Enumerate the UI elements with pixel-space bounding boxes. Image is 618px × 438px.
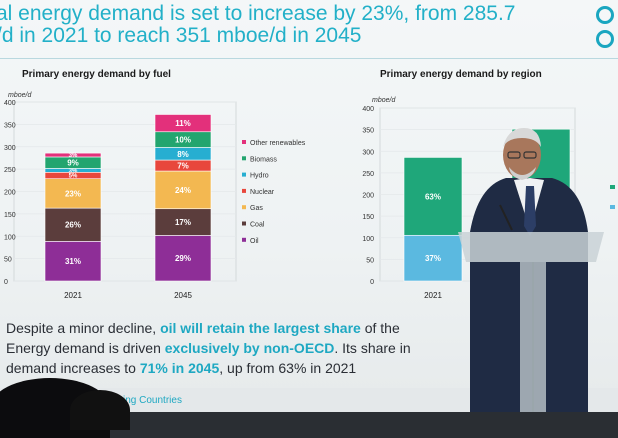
chart-0-y-tick: 400 xyxy=(4,100,16,107)
chart-1-x-tick: 2021 xyxy=(424,291,442,300)
chart-0-y-tick: 200 xyxy=(4,190,16,197)
chart-1-x-tick: 2045 xyxy=(532,291,550,300)
chart-0-y-tick: 300 xyxy=(4,145,16,152)
fuel-chart-unit: mboe/d xyxy=(8,92,32,99)
data-label-2045-biomass: 10% xyxy=(175,136,191,145)
bar-2045-coal xyxy=(154,208,212,236)
headline-divider xyxy=(0,58,618,59)
legend-swatch-oil xyxy=(242,237,246,242)
region-legend-swatch-green xyxy=(610,185,615,189)
chart-1-y-tick: 50 xyxy=(366,257,374,264)
data-label-2021-non-oecd: 63% xyxy=(425,192,441,201)
opec-logo-mark xyxy=(596,6,614,24)
chart-1-y-tick: 400 xyxy=(362,106,374,113)
chart-1-y-tick: 200 xyxy=(362,193,374,200)
bar-2045-oil xyxy=(154,235,212,282)
bullet-1: Despite a minor decline, oil will retain… xyxy=(6,320,524,336)
data-label-2045-gas: 24% xyxy=(175,186,191,195)
legend-label-coal: Coal xyxy=(250,222,265,229)
data-label-2045-coal: 17% xyxy=(175,218,191,227)
charts-canvas: 0 50 100 150 200 250 300 350 400 2021 2045 31% 26% 23… xyxy=(4,100,615,300)
data-label-2021-coal: 26% xyxy=(65,221,81,230)
legend-swatch-other-renewables xyxy=(242,140,246,144)
data-label-2021-nuclear: 5% xyxy=(69,174,78,180)
bar-2045-gas xyxy=(154,170,212,210)
slide-headline: al energy demand is set to increase by 2… xyxy=(0,3,596,47)
headline-line-1: al energy demand is set to increase by 2… xyxy=(0,2,516,25)
legend-swatch-nuclear xyxy=(242,188,246,193)
bar-2045-other-renewables xyxy=(154,114,212,133)
chart-1-y-tick: 350 xyxy=(362,128,374,135)
fuel-chart-title: Primary energy demand by fuel xyxy=(22,69,171,80)
chart-0-y-tick: 50 xyxy=(4,257,12,264)
bar-2045-oecd xyxy=(511,236,571,282)
chart-1-y-tick: 300 xyxy=(362,149,374,156)
bar-2021-other-renewables xyxy=(44,152,102,158)
audience-head-2 xyxy=(70,390,130,430)
chart-1-y-tick: 250 xyxy=(362,171,374,178)
headline-line-2: /d in 2021 to reach 351 mboe/d in 2045 xyxy=(0,24,362,47)
data-label-2045-nuclear: 7% xyxy=(177,162,189,171)
chart-0-y-tick: 0 xyxy=(4,279,8,286)
bullet-2: Energy demand is driven exclusively by n… xyxy=(6,340,526,356)
data-label-2021-oecd: 37% xyxy=(425,254,441,263)
bullet-3: demand increases to 71% in 2045, up from… xyxy=(6,360,357,376)
chart-1-y-tick: 150 xyxy=(362,214,374,221)
data-label-2045-oil: 29% xyxy=(175,254,191,263)
chart-0-y-tick: 150 xyxy=(4,212,16,219)
data-label-2021-other-renewables: 3% xyxy=(69,153,78,159)
data-label-2021-hydro: 3% xyxy=(69,168,78,174)
bar-2045-non-oecd xyxy=(511,128,571,238)
legend-swatch-hydro xyxy=(242,172,246,177)
chart-0-y-tick: 100 xyxy=(4,234,16,241)
chart-0-y-tick: 350 xyxy=(4,122,16,129)
legend-label-nuclear: Nuclear xyxy=(250,189,275,196)
bar-2021-non-oecd xyxy=(403,157,463,236)
legend-label-other-renewables: Other renewables xyxy=(250,140,306,147)
bar-2021-gas xyxy=(44,178,102,209)
bar-2021-coal xyxy=(44,207,102,242)
region-chart-unit: mboe/d xyxy=(372,97,396,104)
legend-swatch-coal xyxy=(242,221,246,226)
legend-label-biomass: Biomass xyxy=(250,156,277,163)
data-label-2021-gas: 23% xyxy=(65,189,81,198)
data-label-2045-hydro: 8% xyxy=(177,150,189,159)
region-chart-title: Primary energy demand by region xyxy=(380,69,542,80)
opec-logo-mark-lower xyxy=(596,30,614,48)
bar-2021-oil xyxy=(44,241,102,282)
region-legend-swatch-blue xyxy=(610,205,615,209)
legend-label-hydro: Hydro xyxy=(250,173,269,180)
data-label-2021-biomass: 9% xyxy=(67,159,79,168)
chart-0-x-tick: 2045 xyxy=(174,291,192,300)
chart-0-y-tick: 250 xyxy=(4,167,16,174)
chart-1-y-tick: 100 xyxy=(362,236,374,243)
bullet-list: Despite a minor decline, oil will retain… xyxy=(6,318,525,378)
chart-1-y-tick: 0 xyxy=(370,279,374,286)
presentation-screen: al energy demand is set to increase by 2… xyxy=(0,0,618,412)
chart-0-x-tick: 2021 xyxy=(64,291,82,300)
legend-label-oil: Oil xyxy=(250,238,259,245)
legend-label-gas: Gas xyxy=(250,205,263,212)
data-label-2045-other-renewables: 11% xyxy=(175,119,191,128)
legend-swatch-biomass xyxy=(242,156,246,161)
data-label-2021-oil: 31% xyxy=(65,257,81,266)
legend-swatch-gas xyxy=(242,205,246,210)
